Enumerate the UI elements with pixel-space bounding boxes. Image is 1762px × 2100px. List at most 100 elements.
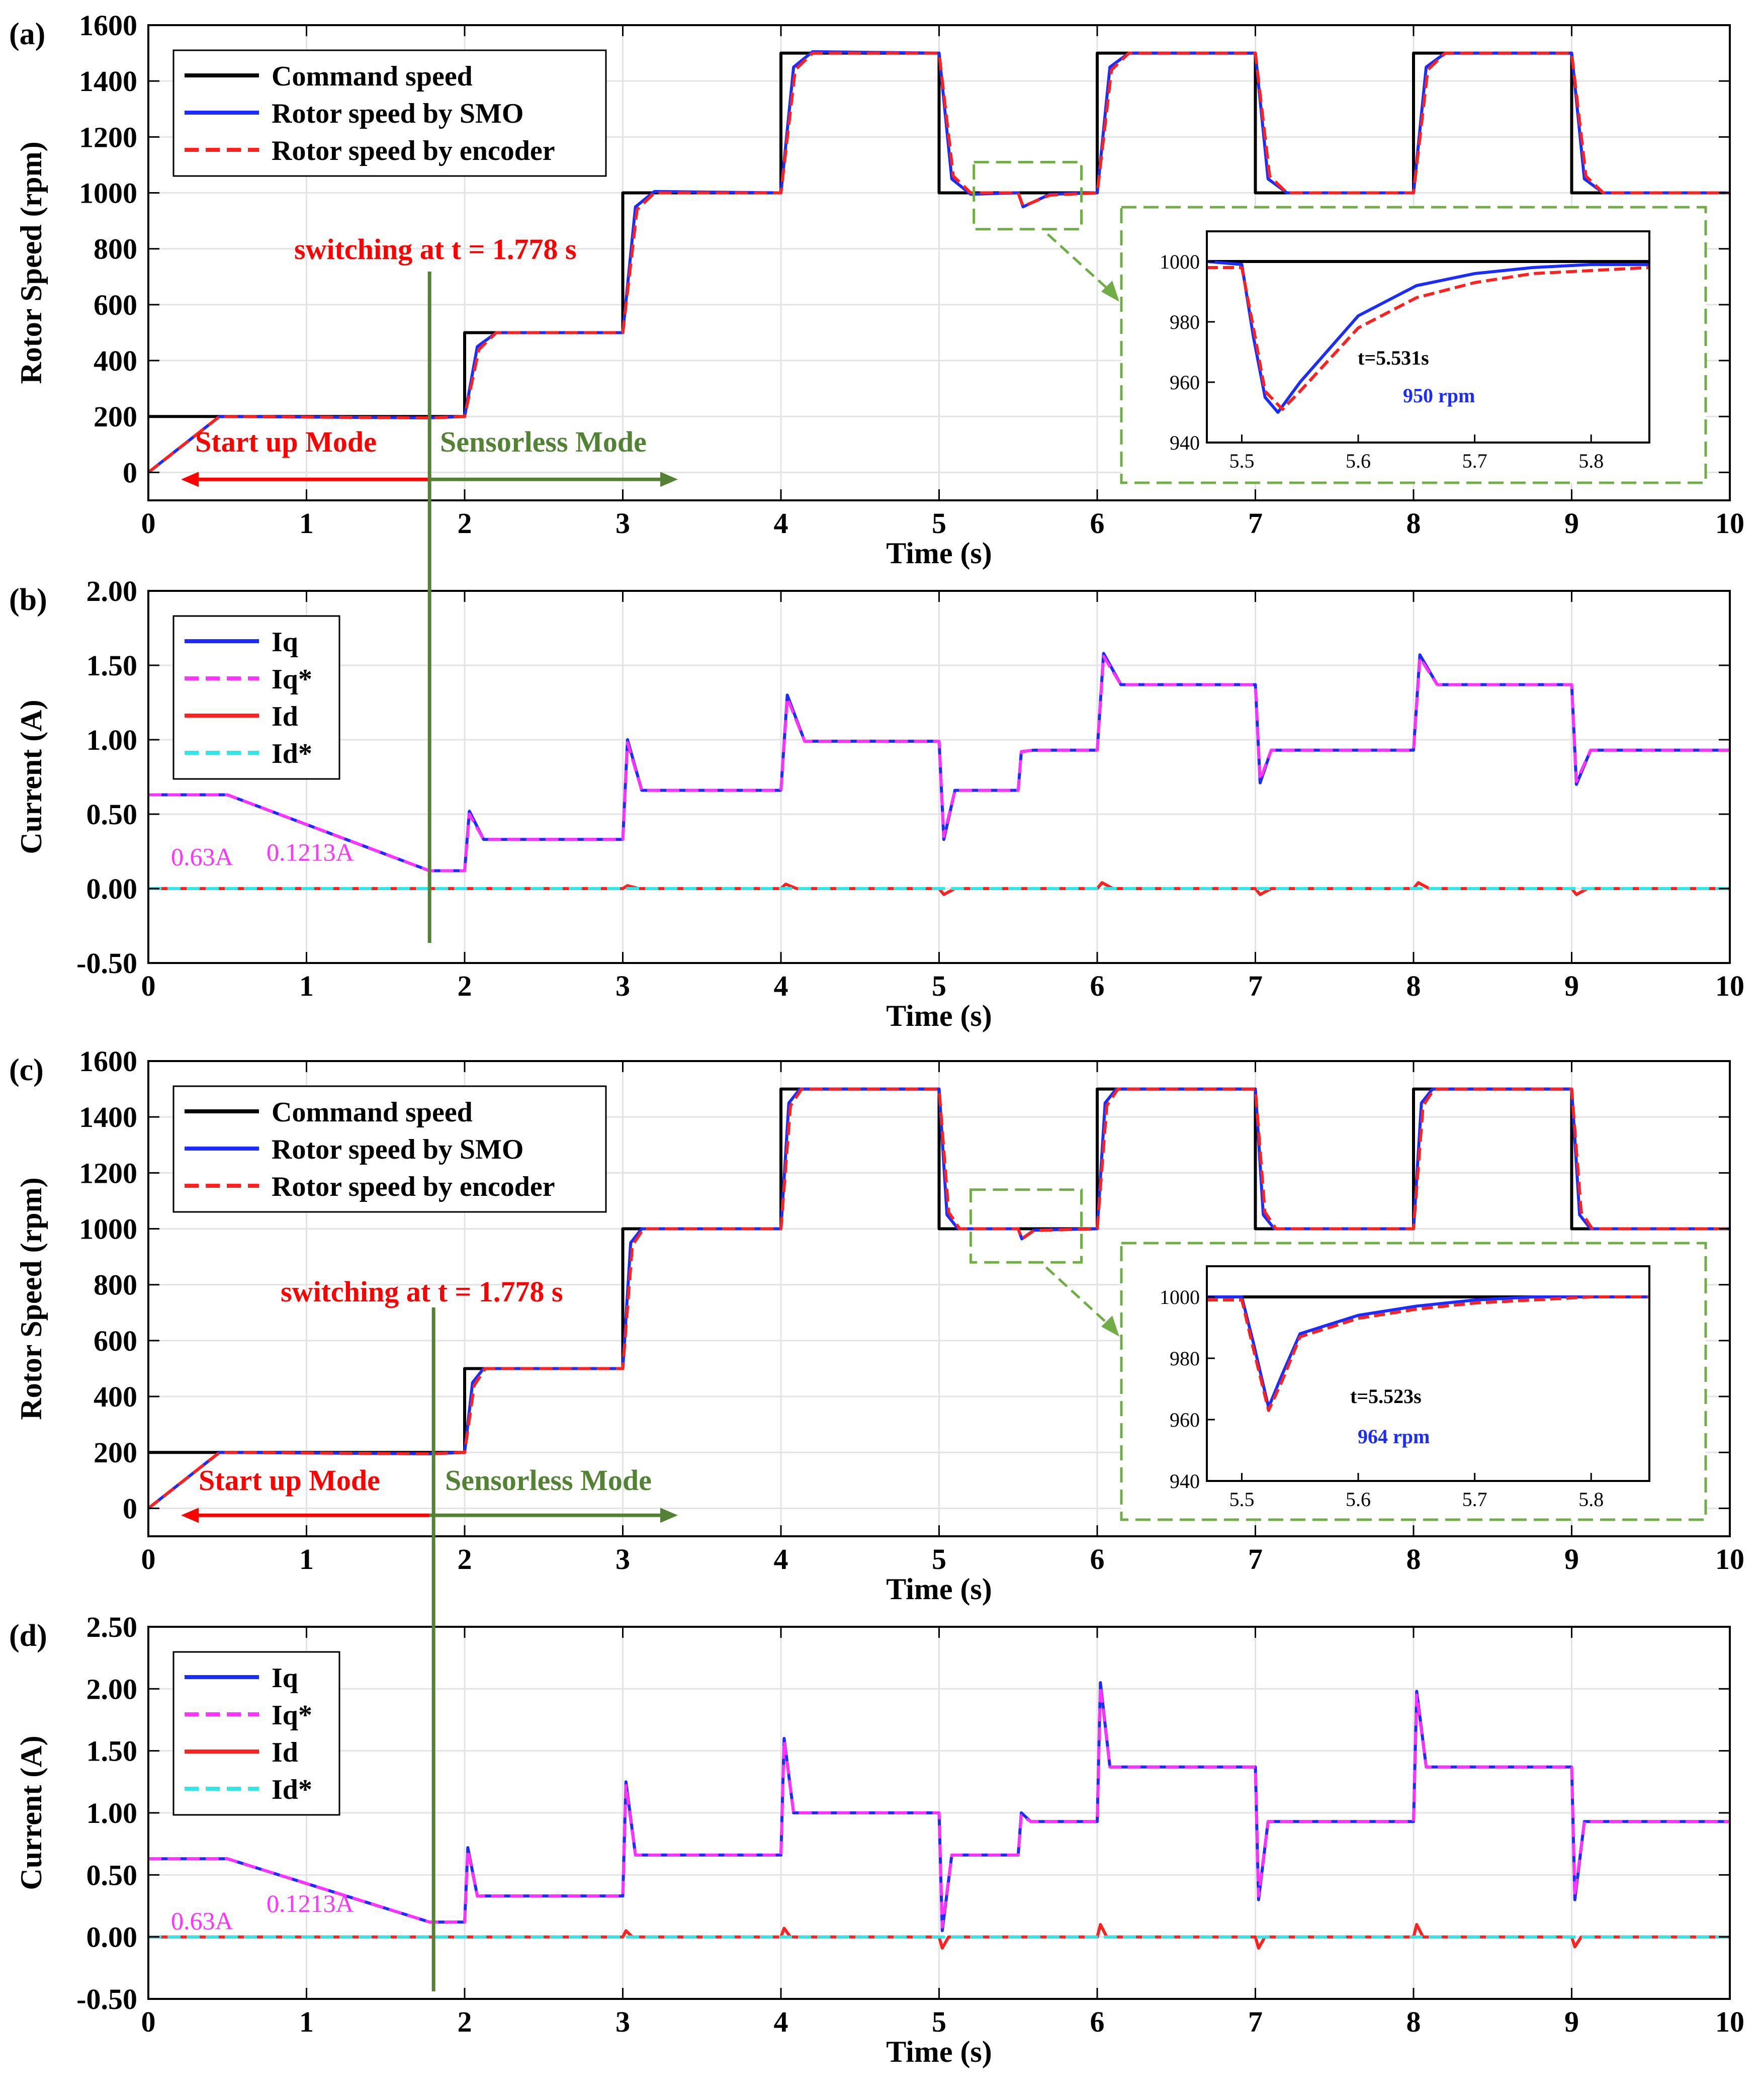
legend-entry-label: Iq [272, 627, 298, 658]
x-tick-label: 3 [615, 2005, 630, 2038]
y-tick-label: 0.50 [86, 798, 138, 831]
y-axis-label: Current (A) [15, 1735, 48, 1890]
panel-label: (c) [9, 1053, 44, 1087]
y-tick-label: 800 [94, 1269, 137, 1301]
x-tick-label: 5 [932, 507, 946, 540]
x-tick-label: 0 [141, 2005, 156, 2038]
y-tick-label: 800 [94, 233, 137, 266]
y-tick-label: 2.00 [86, 1673, 138, 1705]
inset-y-tick-label: 980 [1170, 1347, 1200, 1370]
x-tick-label: 10 [1715, 970, 1744, 1002]
legend: Command speed Rotor speed by SMO Rotor spe… [172, 1085, 607, 1213]
y-tick-label: 0.50 [86, 1859, 138, 1891]
x-tick-label: 3 [615, 970, 630, 1002]
legend: Iq Iq* Id Id* [172, 615, 340, 780]
y-tick-label: 1.50 [86, 649, 138, 682]
y-tick-label: 1000 [79, 1213, 137, 1246]
sensorless-mode-label: Sensorless Mode [440, 425, 647, 458]
inset-y-tick-label: 1000 [1160, 250, 1200, 273]
legend-entry-label: Id* [272, 1774, 312, 1805]
zoom-region-box [969, 1188, 1083, 1264]
x-tick-label: 6 [1090, 970, 1105, 1002]
inset-series-encoder-line [1207, 1295, 1649, 1412]
x-tick-label: 8 [1406, 970, 1421, 1002]
inset-x-tick-label: 5.7 [1462, 450, 1487, 472]
inset-x-tick-label: 5.7 [1462, 1488, 1487, 1511]
switching-annotation: switching at t = 1.778 s [281, 1275, 563, 1308]
inset: 5.5 5.6 5.7 5.8 940 960 980 1000 t=5.531s 950 rpm [1046, 206, 1707, 484]
y-tick-label: 1000 [79, 177, 137, 210]
y-tick-label: 1600 [79, 9, 137, 42]
inset-x-tick-label: 5.5 [1229, 450, 1254, 472]
x-tick-label: 1 [299, 2005, 314, 2038]
legend-entry-label: Id [272, 1737, 298, 1768]
y-tick-label: -0.50 [76, 1983, 137, 2016]
sensorless-arrow-head [660, 472, 678, 487]
x-tick-label: 7 [1248, 2005, 1263, 2038]
inset-y-tick-label: 960 [1170, 371, 1200, 394]
startup-arrow-head [181, 1508, 199, 1523]
legend-entry-label: Iq* [272, 1700, 312, 1731]
series-group [148, 652, 1730, 896]
x-tick-label: 0 [141, 507, 156, 540]
legend-entry-label: Iq* [272, 664, 312, 695]
legend: Iq Iq* Id Id* [172, 1651, 340, 1816]
x-tick-label: 9 [1564, 970, 1579, 1002]
switching-annotation: switching at t = 1.778 s [294, 233, 577, 266]
iq-start-value-label: 0.63A [171, 1906, 233, 1935]
x-tick-label: 5 [932, 970, 946, 1002]
inset-connector-head [1101, 281, 1119, 302]
y-tick-label: 1200 [79, 121, 137, 153]
x-tick-label: 4 [774, 970, 788, 1002]
x-axis-label: Time (s) [886, 537, 992, 570]
startup-mode-label: Start up Mode [199, 1464, 380, 1497]
inset-series-encoder-line [1207, 266, 1649, 411]
x-tick-label: 3 [615, 507, 630, 540]
x-tick-label: 1 [299, 970, 314, 1002]
y-tick-label: 1.50 [86, 1735, 138, 1768]
panel-c: 0 1 2 3 4 5 6 7 8 9 10 0 200 400 600 800 1000 1200 1400 160… [9, 1045, 1744, 1606]
panel-label: (b) [9, 583, 47, 617]
x-axis-label: Time (s) [886, 999, 992, 1032]
inset-connector [1046, 233, 1117, 298]
startup-mode-label: Start up Mode [195, 425, 377, 458]
x-tick-label: 8 [1406, 507, 1421, 540]
x-tick-label: 6 [1090, 507, 1105, 540]
y-tick-label: 200 [94, 1436, 137, 1469]
x-axis-label: Time (s) [886, 2035, 992, 2068]
inset-frame [1120, 1242, 1707, 1521]
series-iq_ref-line [148, 655, 1730, 872]
legend-entry-label: Command speed [272, 1097, 473, 1128]
x-tick-label: 2 [458, 1543, 472, 1576]
x-tick-label: 10 [1715, 1543, 1744, 1576]
inset-x-tick-label: 5.8 [1578, 1488, 1604, 1511]
inset-x-tick-label: 5.6 [1346, 1488, 1371, 1511]
inset-connector-head [1101, 1316, 1119, 1337]
x-tick-label: 0 [141, 970, 156, 1002]
y-tick-label: 2.50 [86, 1611, 138, 1643]
series-encoder-line [148, 1087, 1730, 1510]
x-tick-label: 1 [299, 1543, 314, 1576]
x-tick-label: 9 [1564, 2005, 1579, 2038]
legend-entry-label: Rotor speed by encoder [272, 1171, 555, 1202]
y-tick-label: 600 [94, 289, 137, 321]
series-group [148, 1681, 1730, 1950]
x-tick-label: 4 [774, 2005, 788, 2038]
panel-d: 0 1 2 3 4 5 6 7 8 9 10 -0.50 0.00 0.50 1.00 1.50 2.00 2.5… [9, 1611, 1744, 2068]
legend-entry-label: Id [272, 701, 298, 732]
y-tick-label: 2.00 [86, 575, 138, 607]
iq-switch-value-label: 0.1213A [267, 1889, 354, 1917]
legend-entry-label: Id* [272, 738, 312, 769]
legend: Command speed Rotor speed by SMO Rotor spe… [172, 49, 607, 177]
y-tick-label: -0.50 [76, 947, 137, 980]
inset-y-tick-label: 940 [1170, 431, 1200, 454]
y-tick-label: 0 [123, 1492, 137, 1525]
legend-entry-label: Command speed [272, 61, 473, 92]
inset: 5.5 5.6 5.7 5.8 940 960 980 1000 t=5.523s 964 rpm [1045, 1242, 1707, 1521]
inset-series [1207, 1295, 1649, 1412]
y-tick-label: 600 [94, 1325, 137, 1357]
x-axis-label: Time (s) [886, 1572, 992, 1606]
y-tick-label: 0.00 [86, 872, 138, 905]
x-tick-label: 1 [299, 507, 314, 540]
